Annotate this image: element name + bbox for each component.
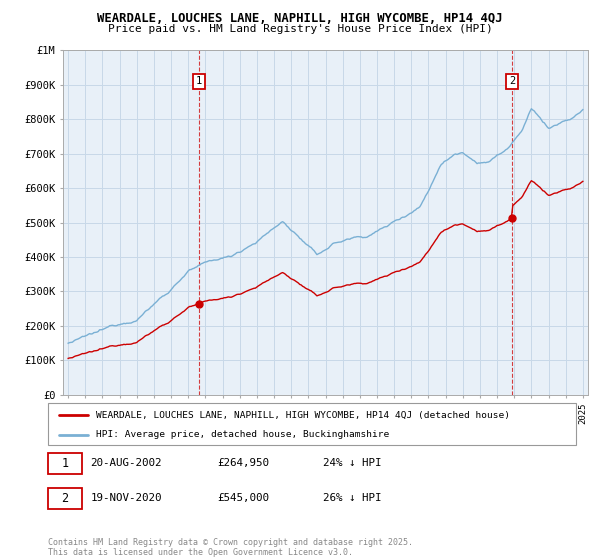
Text: £264,950: £264,950 <box>217 459 269 468</box>
Text: 19-NOV-2020: 19-NOV-2020 <box>90 493 162 503</box>
FancyBboxPatch shape <box>48 488 82 508</box>
FancyBboxPatch shape <box>48 403 576 445</box>
Text: 2: 2 <box>62 492 69 505</box>
FancyBboxPatch shape <box>48 453 82 474</box>
Text: £545,000: £545,000 <box>217 493 269 503</box>
Text: 1: 1 <box>196 76 202 86</box>
Text: 24% ↓ HPI: 24% ↓ HPI <box>323 459 381 468</box>
Text: Contains HM Land Registry data © Crown copyright and database right 2025.
This d: Contains HM Land Registry data © Crown c… <box>48 538 413 557</box>
Text: 20-AUG-2002: 20-AUG-2002 <box>90 459 162 468</box>
Text: 1: 1 <box>62 457 69 470</box>
Text: HPI: Average price, detached house, Buckinghamshire: HPI: Average price, detached house, Buck… <box>95 430 389 439</box>
Text: 26% ↓ HPI: 26% ↓ HPI <box>323 493 381 503</box>
Text: WEARDALE, LOUCHES LANE, NAPHILL, HIGH WYCOMBE, HP14 4QJ: WEARDALE, LOUCHES LANE, NAPHILL, HIGH WY… <box>97 12 503 25</box>
Text: 2: 2 <box>509 76 515 86</box>
Text: WEARDALE, LOUCHES LANE, NAPHILL, HIGH WYCOMBE, HP14 4QJ (detached house): WEARDALE, LOUCHES LANE, NAPHILL, HIGH WY… <box>95 410 509 419</box>
Text: Price paid vs. HM Land Registry's House Price Index (HPI): Price paid vs. HM Land Registry's House … <box>107 24 493 34</box>
